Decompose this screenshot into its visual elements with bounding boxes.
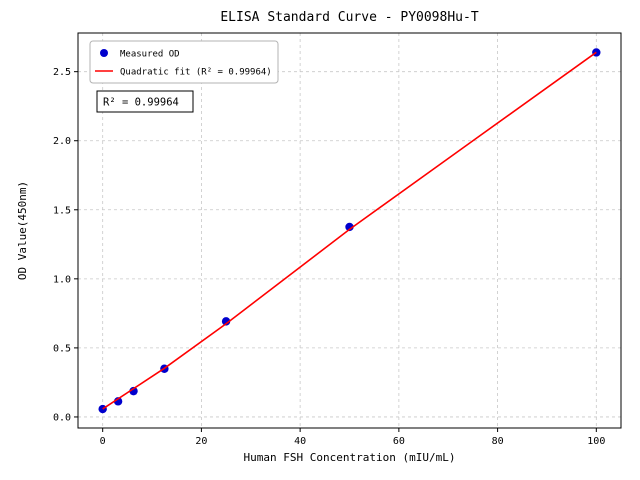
chart-title: ELISA Standard Curve - PY0098Hu-T [220, 10, 478, 25]
measured-od-point [345, 222, 354, 232]
measured-od-point [129, 386, 138, 396]
r-squared-annotation: R² = 0.99964 [103, 97, 179, 109]
legend-box [89, 40, 279, 84]
y-tick-label: 1.5 [53, 205, 71, 216]
y-tick-label: 0.0 [53, 412, 71, 423]
x-tick-label: 80 [492, 436, 504, 447]
x-tick-label: 0 [100, 436, 106, 447]
x-tick-label: 100 [587, 436, 605, 447]
measured-od-point [221, 317, 231, 326]
x-tick-label: 20 [195, 436, 207, 447]
y-tick-label: 0.5 [53, 343, 71, 354]
legend-label-fit-line: Quadratic fit (R² = 0.99964) [120, 68, 272, 78]
x-axis-label: Human FSH Concentration (mIU/mL) [244, 451, 456, 464]
r-squared-box [96, 90, 194, 113]
legend-marker-measured-od [100, 49, 108, 57]
x-tick-label: 60 [393, 436, 405, 447]
x-tick-label: 40 [294, 436, 306, 447]
legend-label-measured-od: Measured OD [120, 50, 180, 60]
y-axis-label: OD Value(450nm) [16, 181, 29, 280]
quadratic-fit-line [102, 51, 597, 410]
y-tick-label: 1.0 [53, 274, 71, 285]
plot-border [77, 32, 622, 429]
y-tick-label: 2.5 [53, 67, 71, 78]
y-tick-label: 2.0 [53, 136, 71, 147]
